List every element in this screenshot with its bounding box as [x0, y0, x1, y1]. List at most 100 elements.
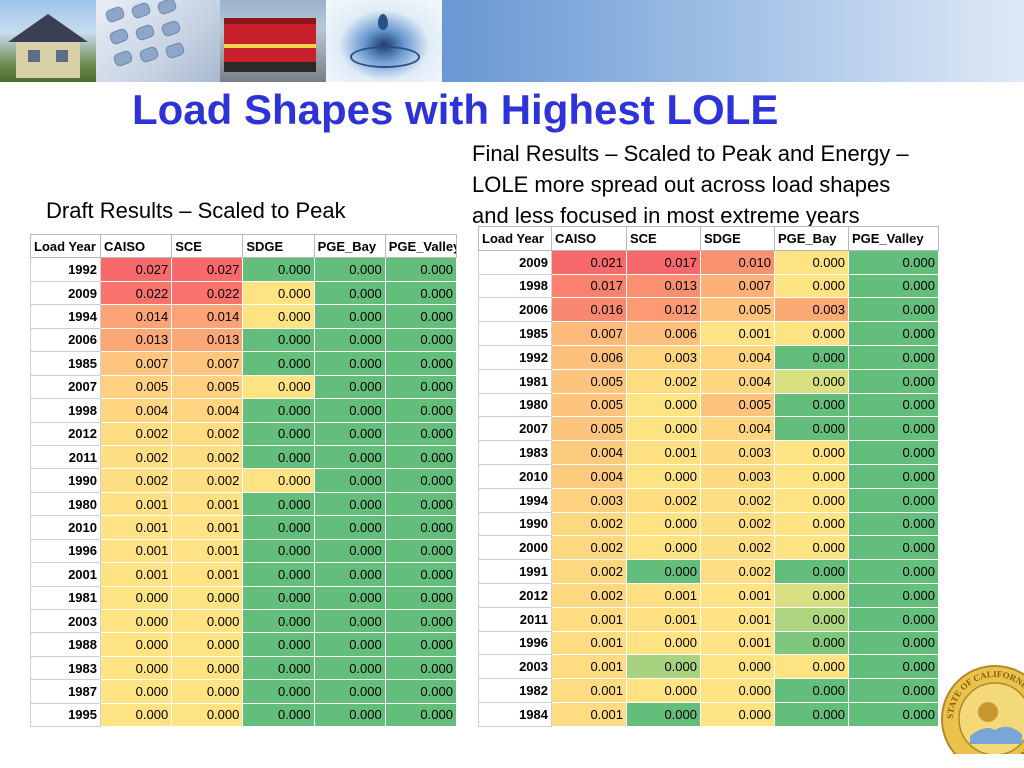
lole-value-cell: 0.000 [99, 702, 173, 728]
lole-value-cell: 0.002 [99, 468, 173, 493]
lole-value-cell: 0.000 [774, 582, 849, 608]
lole-value-cell: 0.027 [171, 257, 244, 282]
load-year-cell: 2003 [30, 608, 101, 634]
table-row: 1996 0.001 0.001 0.000 0.000 0.000 [30, 538, 457, 564]
load-year-cell: 2010 [478, 463, 552, 489]
table-row: 1982 0.001 0.000 0.000 0.000 0.000 [478, 678, 939, 703]
load-year-cell: 1980 [30, 491, 101, 517]
load-year-cell: 2011 [478, 606, 552, 632]
lole-value-cell: 0.000 [242, 538, 315, 564]
lole-value-cell: 0.003 [774, 297, 849, 323]
lole-value-cell: 0.001 [700, 582, 775, 608]
lole-value-cell: 0.000 [774, 273, 849, 299]
column-header-sdge: SDGE [700, 226, 775, 251]
lole-value-cell: 0.000 [700, 678, 775, 703]
column-header-pge-bay: PGE_Bay [313, 233, 386, 259]
lole-value-cell: 0.000 [242, 304, 315, 329]
lole-value-cell: 0.000 [384, 702, 457, 728]
keypad-key-shape [134, 23, 156, 42]
load-year-cell: 2012 [478, 582, 552, 608]
lole-value-cell: 0.000 [774, 344, 849, 370]
lole-value-cell: 0.000 [242, 351, 315, 376]
table-row: 1980 0.001 0.001 0.000 0.000 0.000 [30, 491, 457, 517]
lole-value-cell: 0.000 [384, 327, 457, 353]
lole-value-cell: 0.000 [626, 463, 701, 489]
table-header-row: Load Year CAISO SCE SDGE PGE_Bay PGE_Val… [478, 226, 939, 251]
table-row: 2012 0.002 0.002 0.000 0.000 0.000 [30, 421, 457, 446]
table-row: 2010 0.004 0.000 0.003 0.000 0.000 [478, 463, 939, 489]
lole-value-cell: 0.000 [384, 351, 457, 376]
load-year-cell: 2009 [478, 249, 552, 275]
load-year-cell: 1988 [30, 632, 101, 657]
lole-value-cell: 0.004 [551, 463, 627, 489]
keypad-key-shape [160, 19, 182, 38]
lole-value-cell: 0.000 [848, 487, 939, 513]
load-year-cell: 2006 [30, 327, 101, 353]
lole-value-cell: 0.000 [848, 297, 939, 323]
lole-value-cell: 0.000 [313, 491, 386, 517]
train-car-shape [224, 18, 316, 64]
lole-value-cell: 0.002 [551, 535, 627, 561]
solar-roof-shape [8, 14, 88, 42]
load-year-cell: 2000 [478, 535, 552, 561]
lole-value-cell: 0.000 [774, 654, 849, 680]
lole-value-cell: 0.000 [171, 585, 244, 611]
lole-value-cell: 0.000 [313, 608, 386, 634]
house-window-shape [28, 50, 40, 62]
lole-value-cell: 0.004 [700, 368, 775, 394]
lole-value-cell: 0.000 [384, 468, 457, 493]
lole-value-cell: 0.000 [774, 487, 849, 513]
lole-value-cell: 0.002 [551, 559, 627, 584]
lole-value-cell: 0.000 [848, 321, 939, 346]
table-row: 1991 0.002 0.000 0.002 0.000 0.000 [478, 559, 939, 584]
lole-value-cell: 0.000 [313, 304, 386, 329]
lole-value-cell: 0.000 [242, 608, 315, 634]
final-table-body: 2009 0.021 0.017 0.010 0.000 0.000 1998 0.017 0.… [478, 249, 939, 727]
lole-value-cell: 0.007 [171, 351, 244, 376]
lole-value-cell: 0.002 [700, 559, 775, 584]
final-caption-line: Final Results – Scaled to Peak and Energ… [472, 141, 909, 166]
table-row: 1983 0.004 0.001 0.003 0.000 0.000 [478, 440, 939, 465]
lole-value-cell: 0.000 [700, 701, 775, 727]
table-row: 2003 0.001 0.000 0.000 0.000 0.000 [478, 654, 939, 680]
lole-value-cell: 0.000 [774, 630, 849, 656]
lole-value-cell: 0.013 [99, 327, 173, 353]
lole-value-cell: 0.000 [242, 398, 315, 423]
lole-value-cell: 0.005 [171, 374, 244, 400]
lole-value-cell: 0.000 [384, 491, 457, 517]
lole-value-cell: 0.001 [551, 654, 627, 680]
lole-value-cell: 0.000 [242, 585, 315, 611]
lole-value-cell: 0.000 [313, 468, 386, 493]
lole-value-cell: 0.000 [626, 701, 701, 727]
table-row: 1983 0.000 0.000 0.000 0.000 0.000 [30, 655, 457, 681]
table-row: 1994 0.003 0.002 0.002 0.000 0.000 [478, 487, 939, 513]
lole-value-cell: 0.002 [626, 487, 701, 513]
lole-value-cell: 0.000 [848, 630, 939, 656]
lole-value-cell: 0.001 [626, 582, 701, 608]
house-solar-photo [0, 0, 96, 82]
table-row: 2009 0.021 0.017 0.010 0.000 0.000 [478, 249, 939, 275]
lole-value-cell: 0.000 [848, 273, 939, 299]
lole-value-cell: 0.004 [171, 398, 244, 423]
lole-value-cell: 0.000 [99, 585, 173, 611]
load-year-cell: 1980 [478, 392, 552, 418]
lole-value-cell: 0.000 [313, 702, 386, 728]
lole-value-cell: 0.000 [626, 559, 701, 584]
table-row: 1995 0.000 0.000 0.000 0.000 0.000 [30, 702, 457, 728]
lole-value-cell: 0.000 [384, 421, 457, 446]
lole-value-cell: 0.000 [313, 351, 386, 376]
lole-value-cell: 0.005 [551, 368, 627, 394]
load-year-cell: 1990 [30, 468, 101, 493]
load-year-cell: 1981 [30, 585, 101, 611]
column-header-sce: SCE [171, 233, 244, 259]
lole-value-cell: 0.000 [848, 511, 939, 537]
lole-value-cell: 0.000 [774, 368, 849, 394]
lole-value-cell: 0.000 [848, 463, 939, 489]
lole-value-cell: 0.000 [848, 678, 939, 703]
table-row: 2001 0.001 0.001 0.000 0.000 0.000 [30, 562, 457, 587]
lole-value-cell: 0.000 [848, 440, 939, 465]
lole-value-cell: 0.000 [774, 606, 849, 632]
house-window-shape [56, 50, 68, 62]
lole-value-cell: 0.000 [384, 585, 457, 611]
lole-value-cell: 0.000 [848, 249, 939, 275]
